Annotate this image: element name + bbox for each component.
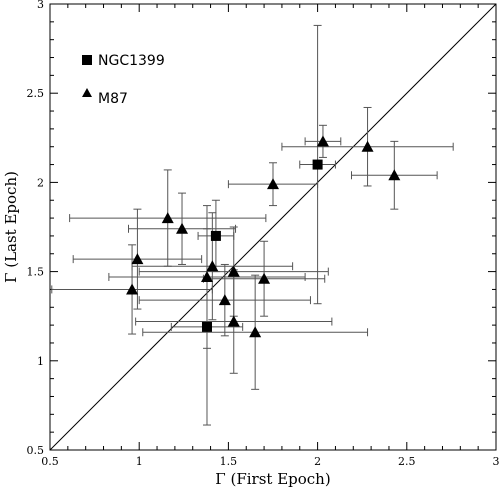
x-axis-label: Γ (First Epoch) bbox=[215, 470, 330, 488]
x-tick-label: 0.5 bbox=[41, 455, 59, 468]
x-tick-label: 3 bbox=[493, 455, 500, 468]
legend-marker-m87 bbox=[82, 88, 92, 97]
y-tick-label: 3 bbox=[37, 0, 44, 11]
m87-point bbox=[227, 315, 240, 327]
ngc1399-point bbox=[210, 230, 221, 241]
error-bars bbox=[51, 24, 454, 426]
data-markers bbox=[126, 135, 401, 338]
m87-point bbox=[267, 178, 279, 190]
y-tick-label: 2.5 bbox=[27, 87, 45, 100]
tick-labels: 0.5 1 1.5 2 2.5 3 0.5 1 1.5 2 2.5 3 bbox=[27, 0, 500, 468]
m87-point bbox=[249, 326, 262, 338]
m87-point bbox=[200, 270, 213, 282]
m87-point bbox=[206, 260, 219, 272]
m87-point bbox=[161, 212, 174, 224]
m87-point bbox=[131, 253, 144, 265]
identity-line bbox=[49, 3, 497, 451]
legend-label-m87: M87 bbox=[98, 91, 128, 107]
y-tick-label: 2 bbox=[37, 176, 44, 189]
legend: NGC1399 M87 bbox=[82, 53, 165, 107]
m87-point bbox=[126, 283, 139, 295]
ngc1399-point bbox=[201, 321, 212, 332]
m87-point bbox=[388, 169, 401, 181]
y-tick-label: 1 bbox=[37, 355, 44, 368]
y-tick-label: 0.5 bbox=[27, 444, 45, 457]
x-tick-label: 1.5 bbox=[220, 455, 238, 468]
m87-point bbox=[227, 265, 240, 277]
legend-marker-ngc1399 bbox=[82, 55, 92, 65]
x-tick-label: 2.5 bbox=[398, 455, 416, 468]
m87-point bbox=[176, 222, 189, 234]
ngc1399-point bbox=[312, 159, 323, 170]
m87-point bbox=[361, 140, 374, 152]
x-tick-label: 2 bbox=[314, 455, 321, 468]
y-axis-label: Γ (Last Epoch) bbox=[2, 171, 20, 283]
m87-point bbox=[258, 272, 271, 284]
legend-label-ngc1399: NGC1399 bbox=[98, 53, 165, 69]
y-tick-label: 1.5 bbox=[27, 266, 45, 279]
x-tick-label: 1 bbox=[136, 455, 143, 468]
m87-point bbox=[316, 135, 329, 147]
axis-ticks bbox=[49, 3, 497, 451]
m87-point bbox=[218, 294, 231, 306]
plot-frame bbox=[49, 3, 497, 451]
